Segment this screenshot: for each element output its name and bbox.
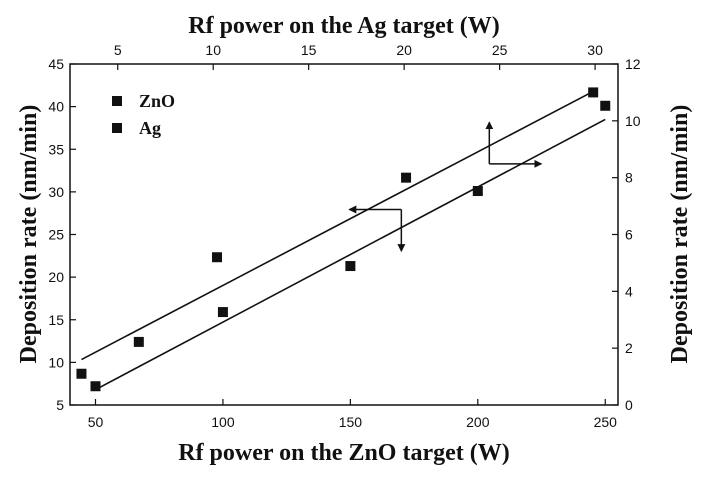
legend-marker-zno [112,96,122,106]
y-right-tick-label: 0 [625,397,633,413]
data-point-zno [217,307,228,318]
fit-line-ag [81,91,592,361]
x-bottom-tick-label: 50 [88,414,104,430]
x-top-tick-label: 10 [205,42,221,58]
y-right-tick-label: 10 [625,113,641,129]
x-top-tick-label: 20 [396,42,412,58]
y-left-tick-label: 15 [48,312,64,328]
data-point-zno [133,336,144,347]
x-top-tick-label: 15 [301,42,317,58]
x-top-tick-label: 30 [587,42,603,58]
y-right-tick-label: 6 [625,227,633,243]
x-axis-top-title: Rf power on the Ag target (W) [188,13,500,39]
tick-marks [70,63,618,406]
plot-frame [69,63,619,406]
y-right-tick-label: 2 [625,340,633,356]
x-top-tick-label: 5 [114,42,122,58]
y-left-tick-label: 10 [48,354,64,370]
annotation-arrows [348,121,543,253]
y-left-tick-label: 5 [56,397,64,413]
legend-marker-ag [112,123,122,133]
data-point-zno [90,381,101,392]
y-right-tick-label: 12 [625,56,641,72]
x-bottom-tick-label: 100 [211,414,235,430]
y-left-tick-label: 35 [48,141,64,157]
y-axis-right-title: Deposition rate (nm/min) [667,105,693,364]
y-left-tick-label: 30 [48,184,64,200]
y-left-tick-label: 20 [48,269,64,285]
x-top-tick-label: 25 [492,42,508,58]
data-points [76,87,611,392]
data-point-ag [401,172,412,183]
data-point-zno [600,100,611,111]
legend: ZnO Ag [112,91,175,138]
data-point-ag [212,252,223,263]
y-axis-left-title: Deposition rate (nm/min) [16,105,42,364]
legend-label-ag: Ag [139,118,161,138]
legend-label-zno: ZnO [139,91,175,111]
x-bottom-tick-label: 150 [339,414,363,430]
x-axis-bottom-title: Rf power on the ZnO target (W) [178,440,510,466]
y-right-tick-label: 8 [625,170,633,186]
y-right-tick-label: 4 [625,283,633,299]
data-point-zno [472,186,483,197]
y-left-tick-label: 25 [48,227,64,243]
y-left-tick-label: 45 [48,56,64,72]
x-bottom-tick-label: 250 [594,414,618,430]
data-point-ag [588,87,599,98]
fit-line-zno [95,118,606,391]
x-bottom-tick-label: 200 [466,414,490,430]
y-left-tick-label: 40 [48,99,64,115]
data-point-ag [76,368,87,379]
data-point-zno [345,261,356,272]
